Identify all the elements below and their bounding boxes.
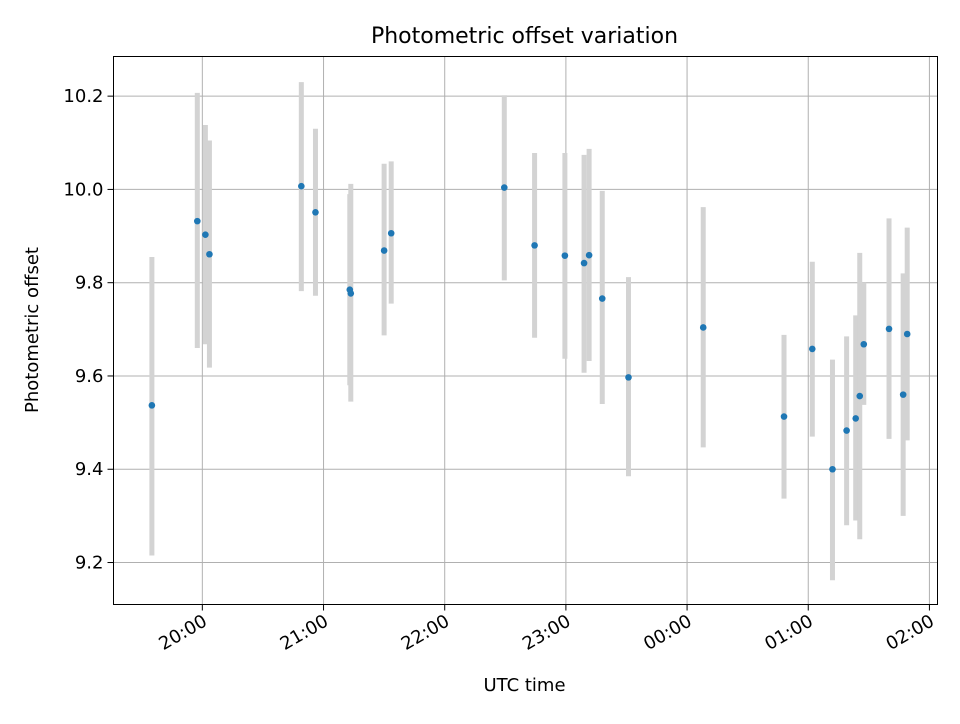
grid-lines	[113, 56, 938, 605]
x-axis-label: UTC time	[483, 675, 565, 696]
x-tick-label: 22:00	[398, 611, 453, 655]
data-points	[148, 182, 911, 473]
data-point	[500, 184, 508, 191]
data-point	[194, 217, 201, 225]
x-tick-label: 00:00	[640, 611, 695, 655]
x-tick-label: 21:00	[277, 611, 332, 655]
error-bars	[149, 82, 910, 581]
data-point	[843, 427, 850, 434]
data-point	[852, 415, 860, 422]
data-point	[903, 330, 911, 338]
y-tick-label: 10.2	[63, 86, 103, 107]
plot-frame	[113, 56, 938, 605]
data-point	[808, 345, 816, 353]
x-tick-label: 23:00	[519, 611, 574, 655]
data-point	[561, 252, 569, 259]
data-point	[580, 259, 588, 267]
y-axis-ticks: 9.2 9.4 9.6 9.8 10.0 10.2	[63, 86, 114, 574]
data-point	[856, 392, 864, 400]
data-point	[829, 465, 836, 473]
data-point	[312, 208, 319, 216]
data-point	[885, 325, 893, 333]
data-point	[202, 231, 209, 238]
data-point	[347, 290, 355, 297]
y-axis-label: Photometric offset	[22, 247, 43, 413]
data-point	[380, 247, 388, 254]
data-point	[531, 242, 538, 249]
data-point	[780, 413, 788, 420]
data-point	[625, 374, 632, 381]
data-point	[699, 324, 707, 331]
data-point	[148, 402, 156, 409]
data-point	[585, 251, 593, 259]
y-tick-label: 9.4	[75, 459, 104, 480]
x-tick-label: 20:00	[155, 611, 210, 655]
x-tick-label: 02:00	[882, 611, 937, 655]
y-tick-label: 10.0	[63, 179, 103, 200]
chart-title: Photometric offset variation	[371, 24, 678, 49]
data-point	[860, 340, 868, 348]
x-axis-ticks: 20:00 21:00 22:00 23:00 00:00 01:00 02:00	[155, 604, 938, 655]
data-point	[206, 250, 213, 258]
data-point	[598, 295, 606, 302]
y-tick-label: 9.6	[75, 366, 104, 387]
x-tick-label: 01:00	[761, 611, 816, 655]
data-point	[899, 391, 907, 398]
data-point	[387, 229, 395, 237]
y-tick-label: 9.8	[75, 273, 104, 294]
data-point	[298, 182, 305, 190]
y-tick-label: 9.2	[75, 553, 104, 574]
